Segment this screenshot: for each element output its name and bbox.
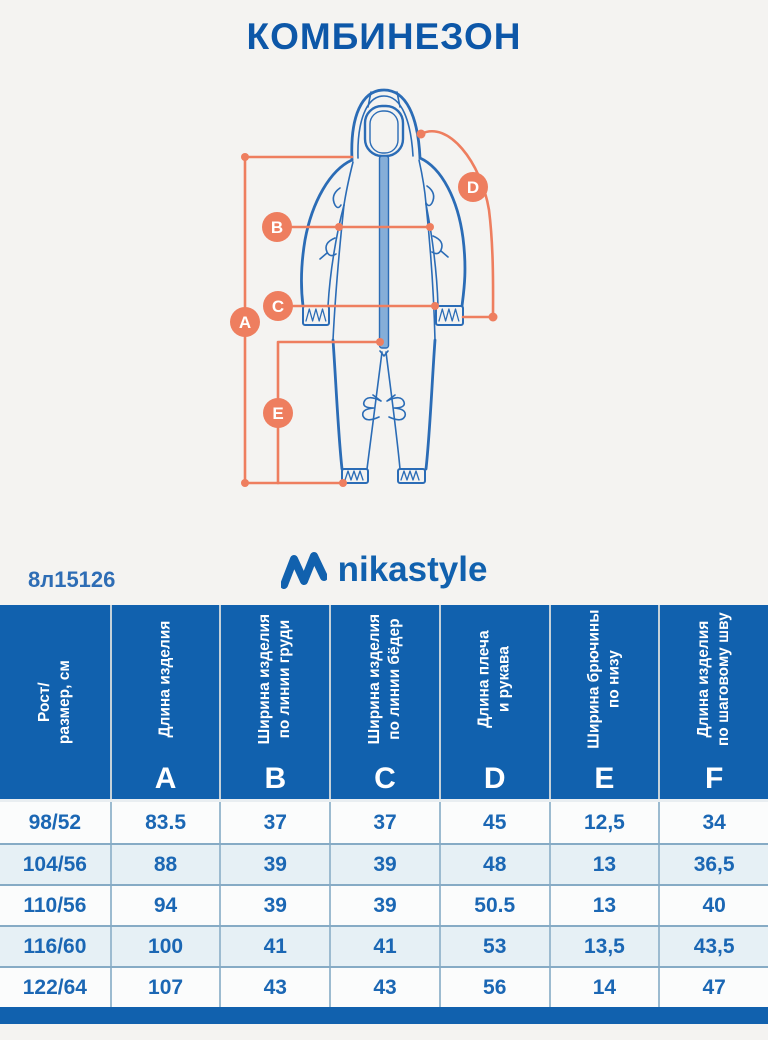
size-cell: 122/64 [22, 975, 87, 999]
value-cell: 39 [219, 845, 329, 884]
table-row: 98/52 83.5 37 37 45 12,5 34 [0, 802, 768, 843]
body-seams [319, 159, 449, 470]
body-outline [299, 156, 467, 471]
column-header-size: Рост/ размер, см [35, 660, 73, 744]
value-cell: 43 [329, 968, 439, 1007]
value-cell: 56 [438, 968, 549, 1007]
value-cell: 13 [548, 845, 659, 884]
value-cell: 107 [109, 968, 220, 1007]
value-cell: 37 [329, 802, 439, 843]
marker-C: C [263, 291, 293, 321]
value-cell: 39 [219, 886, 329, 925]
size-table: Рост/ размер, см Длина изделия A Ширина … [0, 605, 768, 1024]
column-header-B: Ширина изделия по линии груди B [219, 605, 329, 799]
column-letter: B [264, 762, 287, 795]
value-cell: 39 [329, 886, 439, 925]
value-cell: 14 [548, 968, 659, 1007]
value-cell: 34 [658, 802, 768, 843]
value-cell: 40 [658, 886, 768, 925]
size-cell: 110/56 [23, 893, 87, 917]
value-cell: 100 [109, 927, 220, 966]
svg-text:E: E [272, 404, 283, 423]
column-letter: F [704, 762, 724, 795]
page-title: КОМБИНЕЗОН [246, 16, 522, 57]
jumpsuit-sketch-icon [299, 88, 467, 484]
marker-A: A [230, 307, 260, 337]
size-diagram: A B C D E [0, 70, 768, 527]
value-cell: 41 [219, 927, 329, 966]
value-cell: 88 [109, 845, 220, 884]
brand-logo: nikastyle [0, 541, 768, 599]
product-code: 8л15126 [28, 567, 116, 592]
value-cell: 43,5 [658, 927, 768, 966]
svg-text:D: D [467, 178, 479, 197]
column-header-F: Длина изделия по шаговому шву F [658, 605, 768, 799]
value-cell: 94 [109, 886, 220, 925]
column-letter: C [374, 762, 396, 795]
value-cell: 53 [438, 927, 549, 966]
value-cell: 83.5 [109, 802, 220, 843]
cuffs [302, 305, 464, 484]
column-header-A: Длина изделия A [109, 605, 220, 799]
size-cell: 98/52 [28, 810, 82, 834]
dimension-C-line [276, 302, 439, 310]
dimension-B-line [275, 223, 434, 231]
column-letter: D [483, 762, 506, 795]
table-header-row: Рост/ размер, см Длина изделия A Ширина … [0, 605, 768, 802]
table-row: 122/64 107 43 43 56 14 47 [0, 966, 768, 1007]
n-wave-icon [280, 552, 327, 589]
value-cell: 13,5 [548, 927, 659, 966]
marker-D: D [458, 172, 488, 202]
value-cell: 37 [219, 802, 329, 843]
dimension-markers: A B C D E [230, 172, 488, 428]
zipper [378, 155, 390, 349]
value-cell: 47 [658, 968, 768, 1007]
hood [350, 88, 422, 162]
column-letter: A [154, 762, 177, 795]
value-cell: 13 [548, 886, 659, 925]
svg-text:A: A [239, 313, 251, 332]
dimension-A-line [241, 153, 354, 487]
size-cell: 104/56 [22, 852, 87, 876]
table-row: 116/60 100 41 41 53 13,5 43,5 [0, 925, 768, 966]
value-cell: 50.5 [438, 886, 549, 925]
brand-row: 8л15126 nikastyle [0, 541, 768, 599]
value-cell: 41 [329, 927, 439, 966]
value-cell: 12,5 [548, 802, 659, 843]
marker-B: B [262, 212, 292, 242]
marker-E: E [263, 398, 293, 428]
size-cell: 116/60 [23, 934, 87, 958]
value-cell: 36,5 [658, 845, 768, 884]
value-cell: 39 [329, 845, 439, 884]
value-cell: 45 [438, 802, 549, 843]
brand-logo-text: nikastyle [337, 550, 488, 589]
table-row: 110/56 94 39 39 50.5 13 40 [0, 884, 768, 925]
table-bottom-bar [0, 1007, 768, 1024]
dimension-lines [241, 129, 498, 487]
dimension-D-line [416, 129, 498, 322]
value-cell: 48 [438, 845, 549, 884]
value-cell: 43 [219, 968, 329, 1007]
column-header-D: Длина плеча и рукава D [438, 605, 549, 799]
column-header-E: Ширина брючины по низу E [548, 605, 659, 799]
table-row: 104/56 88 39 39 48 13 36,5 [0, 843, 768, 884]
column-header-C: Ширина изделия по линии бёдер C [329, 605, 439, 799]
column-letter: E [594, 762, 615, 795]
svg-text:C: C [272, 297, 284, 316]
svg-text:B: B [271, 218, 283, 237]
